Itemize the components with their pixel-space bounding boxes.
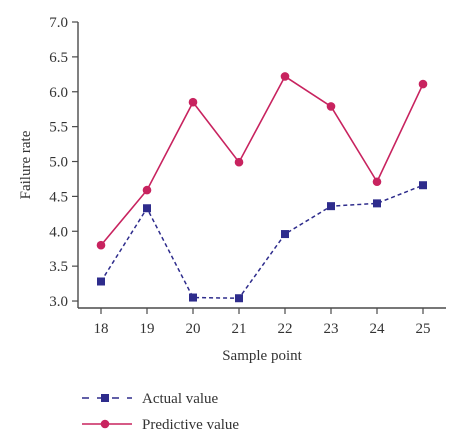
legend-item: Actual value bbox=[82, 391, 219, 407]
x-axis-title: Sample point bbox=[222, 348, 302, 364]
legend-label: Predictive value bbox=[142, 417, 239, 433]
data-point-circle bbox=[234, 157, 244, 167]
data-point-circle bbox=[372, 177, 382, 187]
x-ticks: 18 19 20 21 22 23 24 25 bbox=[94, 308, 431, 337]
y-tick-label: 6.0 bbox=[49, 85, 68, 101]
y-ticks: 3.0 3.5 4.0 4.5 5.0 5.5 6.0 6.5 7.0 bbox=[49, 15, 78, 310]
data-point-square bbox=[189, 293, 197, 302]
legend-label: Actual value bbox=[142, 391, 219, 407]
legend: Actual value Predictive value bbox=[82, 391, 239, 433]
data-point-square bbox=[143, 204, 151, 213]
data-point-square bbox=[281, 230, 289, 239]
y-tick-label: 4.0 bbox=[49, 224, 68, 240]
data-point-square bbox=[327, 202, 335, 211]
y-axis-title: Failure rate bbox=[18, 130, 34, 199]
data-point-circle bbox=[142, 185, 152, 195]
x-tick-label: 19 bbox=[140, 321, 155, 337]
y-tick-label: 5.5 bbox=[49, 120, 68, 136]
legend-item: Predictive value bbox=[82, 417, 239, 433]
x-tick-label: 22 bbox=[278, 321, 293, 337]
axes bbox=[77, 22, 446, 309]
x-tick-label: 25 bbox=[416, 321, 431, 337]
data-point-square bbox=[419, 181, 427, 190]
data-point-circle bbox=[326, 102, 336, 111]
data-point-circle bbox=[280, 72, 290, 81]
x-tick-label: 20 bbox=[186, 321, 201, 337]
x-tick-label: 23 bbox=[324, 321, 339, 337]
legend-marker-circle bbox=[100, 419, 110, 429]
y-tick-label: 3.0 bbox=[49, 294, 68, 310]
data-point-square bbox=[373, 199, 381, 208]
legend-marker-square bbox=[101, 394, 109, 402]
y-tick-label: 7.0 bbox=[49, 15, 68, 31]
data-point-square bbox=[235, 294, 243, 303]
data-point-circle bbox=[418, 79, 428, 89]
x-tick-label: 24 bbox=[370, 321, 386, 337]
y-tick-label: 3.5 bbox=[49, 259, 68, 275]
data-point-square bbox=[97, 277, 105, 286]
series-line bbox=[100, 75, 424, 246]
series-1 bbox=[96, 72, 428, 250]
series-0 bbox=[97, 181, 427, 303]
x-tick-label: 18 bbox=[94, 321, 109, 337]
data-point-circle bbox=[96, 240, 106, 250]
y-tick-label: 6.5 bbox=[49, 50, 68, 66]
y-tick-label: 5.0 bbox=[49, 155, 68, 171]
y-tick-label: 4.5 bbox=[49, 189, 68, 205]
data-point-circle bbox=[188, 97, 198, 107]
series-layer bbox=[96, 72, 428, 303]
x-tick-label: 21 bbox=[232, 321, 247, 337]
